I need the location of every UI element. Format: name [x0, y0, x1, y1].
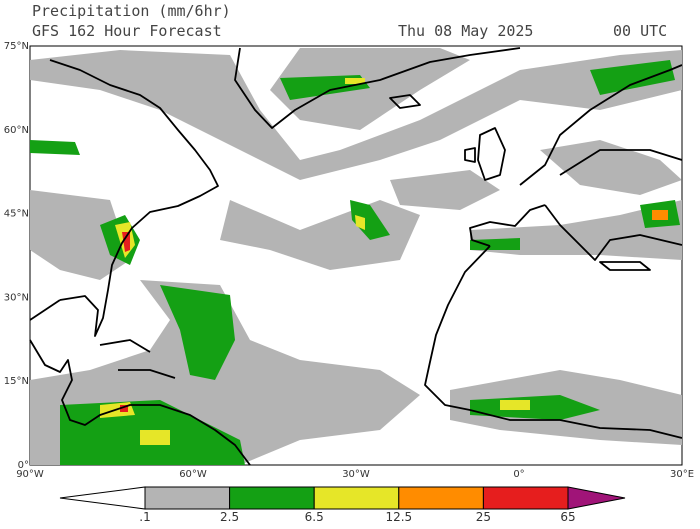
colorbar-label: 25	[476, 510, 491, 524]
lon-label: 30°W	[342, 469, 370, 480]
lon-label: 90°W	[16, 469, 44, 480]
colorbar-label: .1	[139, 510, 150, 524]
colorbar-label: 2.5	[220, 510, 239, 524]
colorbar-label: 6.5	[305, 510, 324, 524]
lat-label: 30°N	[4, 292, 29, 303]
date: Thu 08 May 2025	[398, 22, 533, 40]
lat-label: 60°N	[4, 125, 29, 136]
colorbar-segment	[144, 486, 231, 510]
lat-label: 0°	[18, 460, 29, 471]
time: 00 UTC	[613, 22, 667, 40]
colorbar-segment	[229, 486, 315, 510]
lon-label: 0°	[513, 469, 524, 480]
colorbar-label: 12.5	[385, 510, 412, 524]
subtitle: GFS 162 Hour Forecast	[32, 22, 222, 40]
lat-labels: 75°N 60°N 45°N 30°N 15°N 0°	[4, 41, 29, 471]
colorbar-segment	[398, 486, 484, 510]
coastlines	[29, 47, 683, 466]
lon-label: 60°W	[179, 469, 207, 480]
lat-label: 75°N	[4, 41, 29, 52]
title: Precipitation (mm/6hr)	[32, 2, 231, 20]
colorbar-cap	[567, 486, 626, 510]
colorbar: .1 2.5 6.5 12.5 25 65	[59, 486, 626, 524]
lon-label: 30°E	[670, 469, 694, 480]
precip-light	[30, 48, 682, 465]
lat-label: 45°N	[4, 209, 29, 220]
colorbar-segment	[482, 486, 569, 510]
map	[29, 45, 683, 466]
colorbar-label: 65	[560, 510, 575, 524]
colorbar-segment	[313, 486, 400, 510]
lat-label: 15°N	[4, 376, 29, 387]
colorbar-cap	[59, 486, 146, 510]
precip-heavy	[30, 60, 680, 465]
lon-labels: 90°W 60°W 30°W 0° 30°E	[16, 469, 694, 480]
